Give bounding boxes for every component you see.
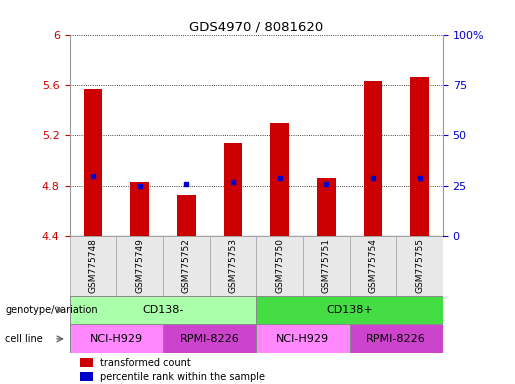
Bar [350, 236, 396, 296]
Text: GSM775753: GSM775753 [228, 238, 237, 293]
Bar [270, 123, 289, 236]
Bar [350, 324, 443, 353]
Text: RPMI-8226: RPMI-8226 [366, 334, 426, 344]
Bar [163, 324, 256, 353]
Bar [116, 236, 163, 296]
Text: transformed count: transformed count [100, 358, 191, 367]
Bar [210, 236, 256, 296]
Text: GSM775750: GSM775750 [275, 238, 284, 293]
Bar [177, 195, 196, 236]
Text: CD138-: CD138- [142, 305, 183, 315]
Text: GSM775748: GSM775748 [89, 238, 97, 293]
Bar [83, 89, 102, 236]
Bar [80, 358, 93, 367]
Title: GDS4970 / 8081620: GDS4970 / 8081620 [189, 20, 323, 33]
Text: GSM775755: GSM775755 [415, 238, 424, 293]
Text: NCI-H929: NCI-H929 [277, 334, 330, 344]
Text: GSM775751: GSM775751 [322, 238, 331, 293]
Text: cell line: cell line [5, 334, 43, 344]
Bar [80, 372, 93, 381]
Bar [256, 324, 350, 353]
Bar [163, 236, 210, 296]
Bar [303, 236, 350, 296]
Bar [317, 178, 336, 236]
Text: GSM775754: GSM775754 [368, 238, 377, 293]
Bar [410, 78, 429, 236]
Text: RPMI-8226: RPMI-8226 [180, 334, 239, 344]
Bar [364, 81, 382, 236]
Bar [224, 143, 242, 236]
Bar [70, 324, 163, 353]
Text: percentile rank within the sample: percentile rank within the sample [100, 372, 265, 382]
Text: GSM775752: GSM775752 [182, 238, 191, 293]
Text: NCI-H929: NCI-H929 [90, 334, 143, 344]
Bar [70, 296, 256, 324]
Bar [256, 236, 303, 296]
Bar [70, 236, 116, 296]
Bar [256, 296, 443, 324]
Text: CD138+: CD138+ [326, 305, 373, 315]
Text: GSM775749: GSM775749 [135, 238, 144, 293]
Bar [396, 236, 443, 296]
Bar [130, 182, 149, 236]
Text: genotype/variation: genotype/variation [5, 305, 98, 315]
